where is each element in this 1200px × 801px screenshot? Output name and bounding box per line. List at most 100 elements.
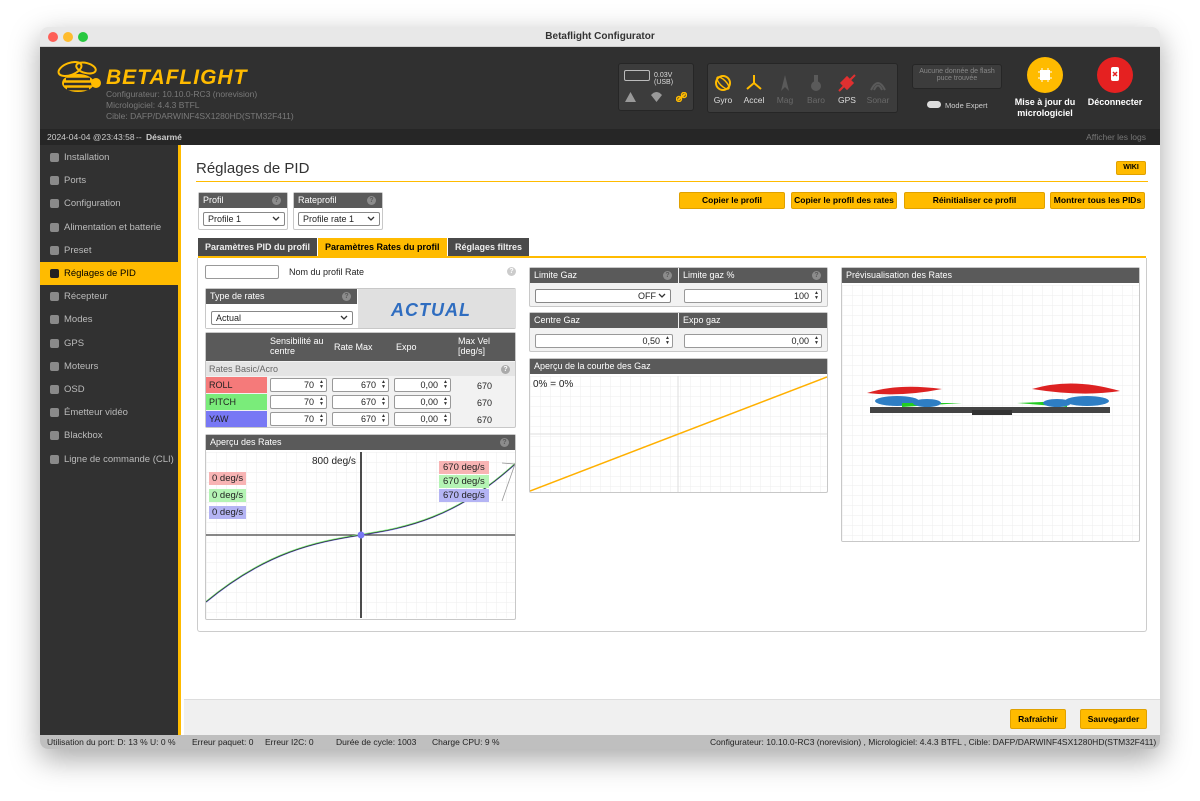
throttle-curve-graph: [530, 376, 827, 492]
show-all-pids-button[interactable]: Montrer tous les PIDs: [1050, 192, 1145, 209]
chevron-down-icon: [658, 293, 666, 298]
help-icon[interactable]: ?: [500, 438, 509, 447]
sidebar-item-receiver[interactable]: Récepteur: [40, 285, 178, 308]
sidebar-item-ports[interactable]: Ports: [40, 169, 178, 192]
sidebar-item-osd[interactable]: OSD: [40, 378, 178, 401]
sidebar-item-cli[interactable]: Ligne de commande (CLI): [40, 447, 178, 470]
sensor-gps: GPS: [832, 67, 862, 121]
help-icon[interactable]: ?: [501, 365, 510, 374]
sidebar-item-blackbox[interactable]: Blackbox: [40, 424, 178, 447]
help-icon[interactable]: ?: [272, 196, 281, 205]
quad-model-preview: [842, 285, 1139, 541]
firmware-version: Micrologiciel: 4.4.3 BTFL: [106, 100, 200, 110]
sidebar-item-pid-tuning[interactable]: Réglages de PID: [40, 261, 178, 286]
rates-max-label: 800 deg/s: [312, 456, 356, 467]
sidebar-item-vtx[interactable]: Émetteur vidéo: [40, 401, 178, 424]
app-window: Betaflight Configurator BETAFLIGHT Confi…: [40, 27, 1160, 749]
rates-type-label: Type de rates?: [206, 289, 357, 304]
rates-table: Sensibilité au centre Rate Max Expo Max …: [205, 332, 516, 428]
wiki-button[interactable]: WIKI: [1116, 161, 1146, 175]
sidebar-item-preset[interactable]: Preset: [40, 239, 178, 262]
roll-max-input[interactable]: 670 ▲ ▼: [332, 378, 389, 392]
section-label: Rates Basic/Acro: [209, 364, 279, 374]
sidebar-item-power[interactable]: Alimentation et batterie: [40, 216, 178, 239]
tab-pid-settings[interactable]: Paramètres PID du profil: [198, 238, 318, 256]
pitch-expo-input[interactable]: 0,00 ▲ ▼: [394, 395, 451, 409]
refresh-button[interactable]: Rafraîchir: [1010, 709, 1066, 729]
throttle-mid-input[interactable]: 0,50 ▲ ▼: [535, 334, 673, 348]
rates-3d-preview-box: Prévisualisation des Rates: [841, 267, 1140, 542]
version-info: Configurateur: 10.10.0-RC3 (norevision) …: [710, 737, 1157, 747]
rateprofile-select[interactable]: Profile rate 1: [298, 212, 380, 226]
firmware-update-button[interactable]: Mise à jour du micrologiciel: [1010, 57, 1080, 119]
roll-min-label: 0 deg/s: [209, 472, 247, 485]
show-logs-link[interactable]: Afficher les logs: [1086, 132, 1146, 142]
rates-tab-panel: Nom du profil Rate ? Type de rates? Actu…: [197, 258, 1147, 632]
main-content: Réglages de PID WIKI Profil? Profile 1 R…: [184, 145, 1160, 735]
footer-bar: Rafraîchir Sauvegarder: [184, 699, 1160, 735]
yaw-min-label: 0 deg/s: [209, 506, 247, 519]
arming-status-row: 2024-04-04 @23:43:58 -- Désarmé Afficher…: [40, 129, 1160, 145]
link-icon: [676, 92, 687, 102]
vtx-icon: [50, 408, 59, 418]
target-info: Cible: DAFP/DARWINF4SX1280HD(STM32F411): [106, 111, 294, 121]
help-icon[interactable]: ?: [342, 292, 351, 301]
pitch-max-input[interactable]: 670 ▲ ▼: [332, 395, 389, 409]
battery-panel: 0.03V (USB): [618, 63, 694, 111]
throttle-curve-value: 0% = 0%: [533, 379, 574, 390]
cycle-time: Durée de cycle: 1003: [336, 737, 417, 747]
sensor-sonar: Sonar: [863, 67, 893, 121]
close-window-button[interactable]: [48, 32, 58, 42]
throttle-limit-select[interactable]: OFF: [535, 289, 671, 303]
port-usage: Utilisation du port: D: 13 % U: 0 %: [47, 737, 176, 747]
rates-type-select[interactable]: Actual: [211, 311, 353, 325]
tab-rates-settings[interactable]: Paramètres Rates du profil: [318, 238, 447, 256]
yaw-axis-label: YAW: [209, 414, 229, 424]
blackbox-icon: [50, 431, 59, 441]
battery-icon: [624, 70, 650, 81]
minimize-window-button[interactable]: [63, 32, 73, 42]
cli-icon: [50, 454, 59, 464]
sonar-icon: [870, 82, 886, 91]
baro-icon: [811, 75, 821, 91]
throttle-mid-label: Centre Gaz: [530, 313, 678, 328]
roll-center-input[interactable]: 70 ▲ ▼: [270, 378, 327, 392]
zoom-window-button[interactable]: [78, 32, 88, 42]
sidebar-nav: Installation Ports Configuration Aliment…: [40, 145, 181, 735]
throttle-expo-input[interactable]: 0,00 ▲ ▼: [684, 334, 822, 348]
yaw-center-input[interactable]: 70 ▲ ▼: [270, 412, 327, 426]
sidebar-item-modes[interactable]: Modes: [40, 308, 178, 331]
disconnect-button[interactable]: Déconnecter: [1080, 57, 1150, 108]
help-icon[interactable]: ?: [663, 271, 672, 280]
copy-profile-button[interactable]: Copier le profil: [679, 192, 785, 209]
throttle-limit-pct-input[interactable]: 100 ▲ ▼: [684, 289, 822, 303]
cpu-load: Charge CPU: 9 %: [432, 737, 500, 747]
configurator-version: Configurateur: 10.10.0-RC3 (norevision): [106, 89, 258, 99]
copy-rates-button[interactable]: Copier le profil des rates: [791, 192, 897, 209]
yaw-max-input[interactable]: 670 ▲ ▼: [332, 412, 389, 426]
expert-mode-toggle[interactable]: [927, 101, 941, 108]
chevron-down-icon: [272, 216, 280, 221]
sensor-mag: Mag: [770, 67, 800, 121]
pitch-min-label: 0 deg/s: [209, 489, 247, 502]
reset-profile-button[interactable]: Réinitialiser ce profil: [904, 192, 1045, 209]
sidebar-item-motors[interactable]: Moteurs: [40, 355, 178, 378]
modes-icon: [50, 315, 59, 325]
mag-icon: [781, 75, 789, 91]
help-icon[interactable]: ?: [367, 196, 376, 205]
profile-select[interactable]: Profile 1: [203, 212, 285, 226]
pitch-center-input[interactable]: 70 ▲ ▼: [270, 395, 327, 409]
sidebar-item-installation[interactable]: Installation: [40, 146, 178, 169]
help-icon[interactable]: ?: [812, 271, 821, 280]
save-button[interactable]: Sauvegarder: [1080, 709, 1147, 729]
yaw-expo-input[interactable]: 0,00 ▲ ▼: [394, 412, 451, 426]
roll-expo-input[interactable]: 0,00 ▲ ▼: [394, 378, 451, 392]
rate-profile-name-input[interactable]: [205, 265, 279, 279]
wrench-icon: [50, 153, 59, 163]
help-icon[interactable]: ?: [507, 267, 516, 276]
sidebar-item-configuration[interactable]: Configuration: [40, 192, 178, 215]
sidebar-item-gps[interactable]: GPS: [40, 332, 178, 355]
tab-filter-settings[interactable]: Réglages filtres: [448, 238, 530, 256]
col-header-center: Sensibilité au centre: [270, 336, 324, 356]
sensor-panel: Gyro Accel Mag Baro GPS Sonar: [707, 63, 898, 113]
